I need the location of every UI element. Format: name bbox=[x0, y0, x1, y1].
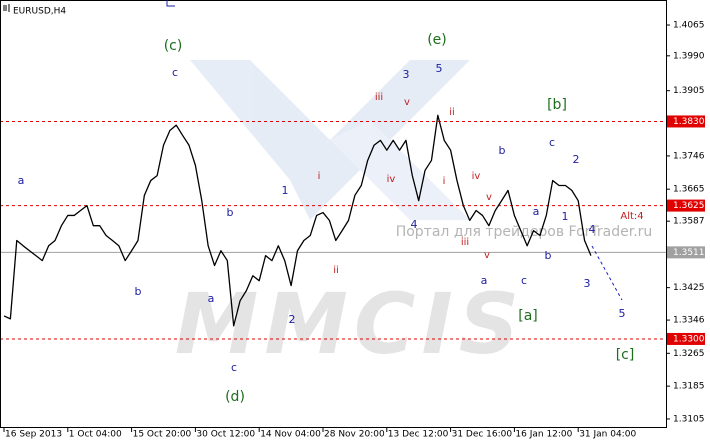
x-tick-label: 16 Sep 2013 bbox=[5, 430, 62, 440]
wave-label: 3 bbox=[403, 68, 410, 81]
wave-label: 1 bbox=[282, 184, 289, 197]
wave-label: 3 bbox=[584, 277, 591, 290]
y-tick-label: 1.3105 bbox=[673, 414, 705, 424]
wave-label: c bbox=[231, 361, 237, 374]
watermark-logo-text: MMCIS bbox=[175, 275, 526, 373]
y-tick-label: 1.3265 bbox=[673, 349, 705, 359]
current-price-label: 1.3511 bbox=[673, 248, 705, 258]
wave-label: iii bbox=[375, 92, 383, 103]
y-tick-label: 1.4065 bbox=[673, 21, 705, 31]
projection-line bbox=[591, 245, 623, 301]
axes: 1.4065 1.3990 1.3905 1.3746 1.3665 1.3587 1.34… bbox=[3, 21, 705, 440]
wave-label: c bbox=[172, 66, 178, 79]
wave-label: (d) bbox=[225, 389, 245, 405]
y-tick-label: 1.3185 bbox=[673, 382, 705, 392]
y-tick-label: 1.3425 bbox=[673, 283, 705, 293]
wave-label: i bbox=[443, 176, 446, 187]
level-label: 1.3300 bbox=[673, 334, 705, 344]
wave-label: 5 bbox=[619, 307, 626, 320]
wave-label: ii bbox=[333, 265, 339, 276]
wave-label: b bbox=[135, 285, 142, 298]
wave-label: iv bbox=[472, 171, 481, 182]
wave-label: a bbox=[18, 174, 25, 187]
x-tick-label: 30 Oct 12:00 bbox=[196, 430, 255, 440]
y-tick-label: 1.3746 bbox=[673, 151, 705, 161]
level-label: 1.3625 bbox=[673, 201, 705, 211]
wave-label: b bbox=[499, 144, 506, 157]
wave-label: [a] bbox=[518, 308, 538, 324]
wave-label: ii bbox=[449, 107, 455, 118]
y-tick-label: 1.3905 bbox=[673, 86, 705, 96]
y-tick-label: 1.3587 bbox=[673, 217, 705, 227]
wave-label: (c) bbox=[164, 38, 183, 54]
level-label-box bbox=[667, 199, 705, 212]
y-tick-label: 1.3665 bbox=[673, 185, 705, 195]
wave-label: 2 bbox=[573, 153, 580, 166]
wave-label: c bbox=[521, 274, 527, 287]
x-tick-label: 31 Jan 04:00 bbox=[579, 430, 636, 440]
wave-label: Alt:4 bbox=[620, 211, 643, 222]
y-tick-label: 1.3346 bbox=[673, 316, 705, 326]
x-tick-label: 31 Dec 16:00 bbox=[452, 430, 513, 440]
cursor-mark bbox=[166, 0, 175, 7]
wave-label: b bbox=[545, 249, 552, 262]
wave-label: 4 bbox=[589, 223, 596, 236]
level-label-box bbox=[667, 332, 705, 345]
wave-label: a bbox=[481, 274, 488, 287]
wave-label: iv bbox=[387, 174, 396, 185]
symbol-icon bbox=[3, 4, 10, 12]
x-tick-label: 16 Jan 12:00 bbox=[515, 430, 572, 440]
wave-label: 4 bbox=[411, 218, 418, 231]
wave-label: 2 bbox=[289, 313, 296, 326]
series bbox=[3, 114, 592, 327]
wave-label: a bbox=[208, 292, 215, 305]
x-tick-label: 28 Nov 20:00 bbox=[324, 430, 385, 440]
wave-label: b bbox=[227, 206, 234, 219]
wave-label: v bbox=[486, 192, 492, 203]
x-tick-label: 13 Dec 12:00 bbox=[388, 430, 449, 440]
x-tick-label: 14 Nov 04:00 bbox=[260, 430, 321, 440]
chart-title: EURUSD,H4 bbox=[13, 7, 66, 17]
wave-label: iii bbox=[461, 237, 469, 248]
wave-label: v bbox=[484, 250, 490, 261]
watermark-text: Портал для трейдеров ForTrader.ru bbox=[396, 224, 653, 240]
wave-label: 5 bbox=[436, 62, 443, 75]
x-tick-label: 15 Oct 20:00 bbox=[133, 430, 192, 440]
current-price-label-box bbox=[667, 246, 705, 259]
annotations: (c) (e) [b] (d) [a] [c] c a b b a c 1 2 3 5 4 b a c c 2 a 1 b 4 3 5… bbox=[18, 32, 644, 405]
price-line bbox=[3, 114, 592, 327]
wave-label: i bbox=[318, 171, 321, 182]
wave-label: a bbox=[533, 205, 540, 218]
level-label-box bbox=[667, 115, 705, 128]
wave-label: v bbox=[404, 97, 410, 108]
wave-label: [c] bbox=[616, 347, 635, 363]
plot-frame bbox=[0, 0, 667, 428]
wave-label: (e) bbox=[427, 32, 447, 48]
wave-label: c bbox=[549, 136, 555, 149]
level-label: 1.3830 bbox=[673, 117, 705, 127]
logo-shape bbox=[330, 120, 470, 220]
wave-label: [b] bbox=[547, 97, 567, 113]
levels bbox=[0, 120, 666, 340]
y-tick-label: 1.3990 bbox=[673, 51, 705, 61]
logo-shape bbox=[190, 60, 330, 180]
wave-label: 1 bbox=[562, 210, 569, 223]
x-tick-label: 1 Oct 04:00 bbox=[69, 430, 122, 440]
